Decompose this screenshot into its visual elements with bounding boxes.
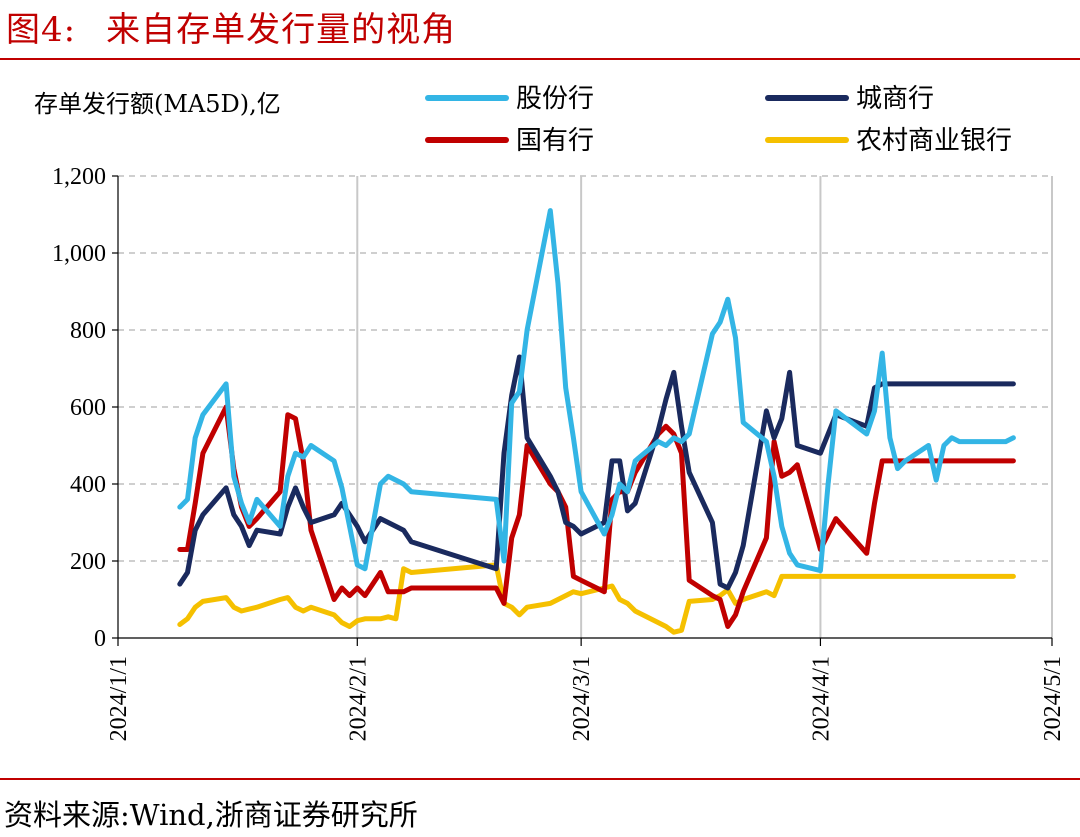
series-line-1 bbox=[177, 208, 1016, 574]
legend-label: 国有行 bbox=[516, 126, 594, 156]
legend-label: 农村商业银行 bbox=[856, 126, 1012, 156]
y-tick-label: 1,200 bbox=[52, 164, 106, 190]
series-line-4 bbox=[177, 562, 1016, 635]
footer-rule bbox=[0, 778, 1080, 780]
y-tick-label: 600 bbox=[70, 395, 106, 421]
x-tick-label: 2024/5/1 bbox=[1040, 656, 1066, 741]
axes bbox=[112, 175, 1053, 646]
legend-label: 股份行 bbox=[516, 84, 594, 114]
title-rule bbox=[0, 58, 1080, 60]
source-note: 资料来源:Wind,浙商证券研究所 bbox=[4, 798, 418, 832]
grid bbox=[118, 175, 1053, 638]
y-tick-label: 400 bbox=[70, 472, 106, 498]
series-lines bbox=[177, 208, 1016, 635]
legend-label: 城商行 bbox=[856, 84, 934, 114]
y-tick-label: 800 bbox=[70, 318, 106, 344]
x-tick-label: 2024/1/1 bbox=[106, 656, 132, 741]
x-tick-label: 2024/4/1 bbox=[808, 656, 834, 741]
figure-title: 图4: 来自存单发行量的视角 bbox=[6, 2, 456, 51]
figure-label: 图4: bbox=[6, 10, 77, 50]
unit-label: 存单发行额(MA5D),亿 bbox=[34, 90, 281, 118]
y-tick-label: 0 bbox=[94, 626, 106, 652]
series-line-2 bbox=[177, 354, 1016, 591]
x-tick-label: 2024/3/1 bbox=[569, 656, 595, 741]
y-tick-label: 200 bbox=[70, 549, 106, 575]
line-chart: 0 200 400 600 800 1,000 1,200 2024/1/1 2024/2/1… bbox=[34, 84, 1066, 741]
y-tick-label: 1,000 bbox=[52, 241, 106, 267]
x-tick-labels: 2024/1/1 2024/2/1 2024/3/1 2024/4/1 2024/5/1 bbox=[106, 656, 1066, 741]
y-tick-labels: 0 200 400 600 800 1,000 1,200 bbox=[52, 164, 106, 652]
figure-title-text: 来自存单发行量的视角 bbox=[106, 10, 457, 50]
x-tick-label: 2024/2/1 bbox=[345, 656, 371, 741]
